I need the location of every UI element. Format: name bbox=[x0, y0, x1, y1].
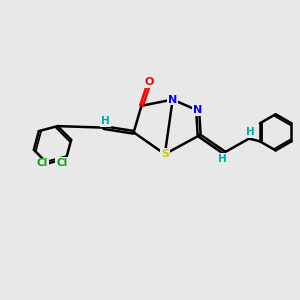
Text: H: H bbox=[246, 127, 255, 137]
Text: N: N bbox=[193, 106, 202, 116]
Text: O: O bbox=[145, 77, 154, 87]
Text: N: N bbox=[168, 94, 177, 104]
Text: Cl: Cl bbox=[37, 158, 48, 169]
Text: Cl: Cl bbox=[56, 158, 68, 168]
Text: H: H bbox=[218, 154, 227, 164]
Text: H: H bbox=[101, 116, 110, 126]
Text: S: S bbox=[161, 149, 169, 159]
